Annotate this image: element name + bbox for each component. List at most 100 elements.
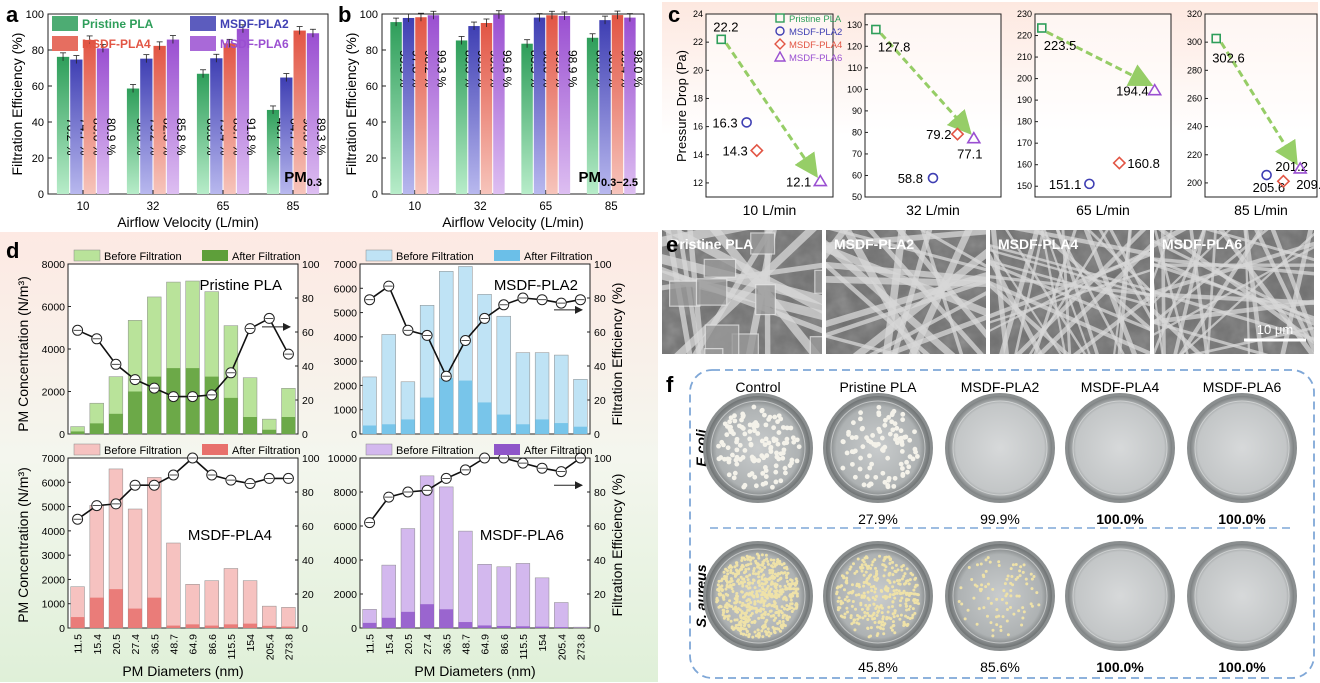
colony [778, 572, 782, 576]
colony [761, 624, 765, 628]
colony [785, 603, 789, 607]
dish [948, 396, 1052, 500]
fiber [990, 280, 1150, 354]
colony [885, 455, 891, 461]
fiber [999, 230, 1040, 354]
y-tick-label: 6000 [42, 302, 66, 314]
colony [978, 587, 982, 591]
bar-after [554, 423, 569, 434]
colony [887, 431, 893, 437]
y2-tick-label: 100 [594, 259, 612, 271]
colony [869, 461, 875, 467]
colony [891, 573, 895, 577]
colony [866, 626, 870, 630]
colony [730, 452, 735, 458]
colony [775, 606, 779, 610]
fiber [1154, 230, 1269, 324]
colony [850, 420, 856, 426]
colony [891, 612, 895, 616]
colony [850, 604, 854, 608]
colony [997, 614, 1001, 618]
colony [986, 556, 990, 560]
colony [760, 582, 764, 586]
colony [756, 580, 760, 584]
colony [999, 625, 1003, 629]
bar-after [420, 397, 434, 434]
colony [917, 602, 921, 606]
bar-after [401, 611, 415, 628]
fiber [826, 244, 986, 317]
colony [748, 573, 752, 577]
bar-after [243, 623, 257, 628]
y-tick-label: 2000 [42, 574, 66, 586]
bar [210, 58, 223, 194]
colony [732, 418, 738, 424]
colony [837, 596, 841, 600]
colony [914, 454, 920, 459]
bar-after [281, 626, 296, 628]
legend-label: After Filtration [232, 251, 300, 263]
colony [885, 615, 889, 619]
colony [869, 585, 873, 589]
bar-after [477, 625, 492, 628]
colony [1018, 574, 1022, 578]
y-tick-label: 4000 [334, 332, 358, 344]
legend-label: MSDF-PLA2 [789, 27, 842, 38]
data-label: 91.8 % [244, 118, 258, 156]
colony [761, 635, 765, 639]
colony [780, 425, 786, 430]
y-tick-label: 100 [360, 9, 378, 21]
plot-frame [359, 263, 591, 435]
colony [718, 586, 722, 590]
x-tick-label: 20.5 [403, 634, 415, 655]
colony [773, 582, 777, 586]
colony [892, 589, 896, 593]
colony [748, 591, 752, 595]
colony [845, 610, 849, 614]
colony [851, 599, 855, 603]
colony [858, 410, 864, 416]
colony [864, 603, 868, 607]
pm-annotation: PM0.3 [284, 169, 322, 189]
y-tick-label: 14 [693, 150, 703, 160]
colony [986, 596, 990, 600]
colony [754, 559, 758, 563]
y-tick-label: 130 [847, 20, 862, 30]
legend-label: Before Filtration [396, 445, 474, 457]
colony [912, 429, 917, 435]
colony [754, 572, 758, 576]
y-tick-label: 8000 [42, 259, 66, 271]
colony [849, 614, 853, 618]
colony [784, 436, 790, 442]
y-tick-label: 80 [32, 45, 44, 57]
fiber [1117, 230, 1132, 354]
colony [718, 592, 722, 596]
dish-inner-rim [952, 400, 1048, 496]
colony [767, 577, 771, 581]
data-label: 160.8 [1127, 156, 1160, 171]
colony [774, 616, 778, 620]
colony [873, 575, 877, 579]
colony [895, 591, 899, 595]
fiber [1154, 292, 1314, 306]
x-axis-label: 32 L/min [906, 202, 960, 218]
bar-before [185, 584, 200, 629]
y-tick-label: 60 [366, 81, 378, 93]
colony [724, 432, 730, 438]
colony [984, 558, 988, 562]
colony [750, 620, 754, 624]
colony [874, 587, 878, 591]
legend-label: After Filtration [524, 445, 592, 457]
bar-before [242, 580, 258, 629]
legend-label: Before Filtration [396, 251, 474, 263]
colony [991, 634, 995, 638]
plot-frame [864, 13, 1002, 198]
y-tick-label: 40 [366, 117, 378, 129]
y-tick-label: 160 [1017, 160, 1032, 170]
colony [845, 606, 849, 610]
fiber [920, 230, 964, 354]
colony [742, 616, 746, 620]
colony [985, 614, 989, 618]
bar-after [262, 625, 277, 628]
x-tick-label: 64.9 [188, 634, 200, 655]
